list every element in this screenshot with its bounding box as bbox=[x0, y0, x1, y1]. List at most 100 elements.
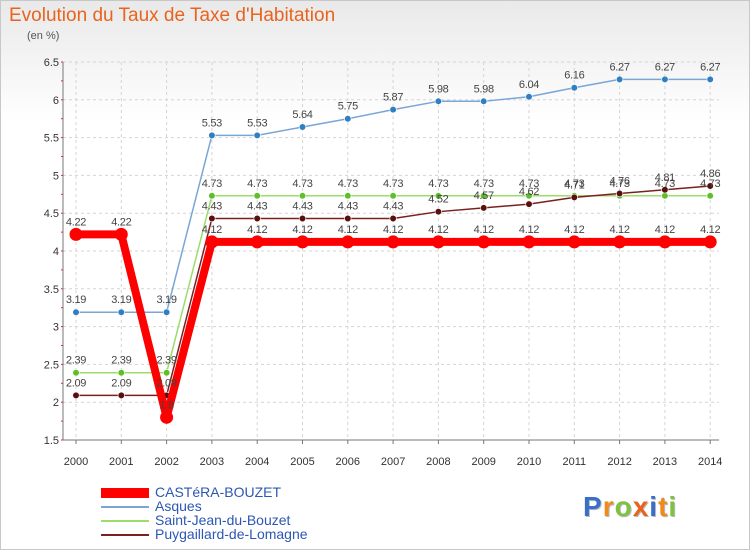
data-label-saint-jean-du-bouzet: 4.73 bbox=[202, 178, 222, 190]
data-point-cast-ra-bouzet bbox=[160, 410, 174, 424]
data-label-cast-ra-bouzet: 4.12 bbox=[564, 224, 584, 236]
data-label-asques: 3.19 bbox=[111, 294, 131, 306]
x-tick-label: 2012 bbox=[607, 456, 631, 468]
data-label-asques: 5.87 bbox=[383, 92, 403, 104]
data-point-cast-ra-bouzet bbox=[341, 235, 355, 249]
data-label-cast-ra-bouzet: 4.12 bbox=[247, 224, 267, 236]
data-point-cast-ra-bouzet bbox=[613, 235, 627, 249]
legend-item: Saint-Jean-du-Bouzet bbox=[101, 512, 361, 528]
data-point-puygaillard-de-lomagne bbox=[570, 193, 578, 201]
data-point-asques bbox=[298, 123, 307, 131]
data-label-cast-ra-bouzet: 4.12 bbox=[700, 224, 720, 236]
data-point-cast-ra-bouzet bbox=[205, 235, 219, 249]
y-tick-label: 5 bbox=[53, 170, 59, 182]
data-label-saint-jean-du-bouzet: 4.73 bbox=[247, 178, 267, 190]
data-point-asques bbox=[615, 75, 624, 83]
data-point-cast-ra-bouzet bbox=[477, 235, 491, 249]
chart-title: Evolution du Taux de Taxe d'Habitation bbox=[9, 5, 336, 26]
data-label-cast-ra-bouzet: 4.12 bbox=[655, 224, 675, 236]
data-point-asques bbox=[570, 84, 578, 92]
data-point-cast-ra-bouzet bbox=[658, 235, 672, 249]
data-label-cast-ra-bouzet: 4.12 bbox=[609, 224, 629, 236]
data-point-cast-ra-bouzet bbox=[567, 235, 581, 249]
data-label-cast-ra-bouzet: 4.12 bbox=[428, 224, 448, 236]
data-point-asques bbox=[117, 308, 125, 316]
data-label-saint-jean-du-bouzet: 2.39 bbox=[66, 355, 86, 367]
data-label-cast-ra-bouzet: 1.8 bbox=[159, 399, 174, 411]
data-point-asques bbox=[389, 106, 397, 114]
legend-label: Saint-Jean-du-Bouzet bbox=[155, 512, 291, 528]
data-point-puygaillard-de-lomagne bbox=[480, 204, 488, 212]
axes: 1.5 2 2.5 3 3.5 4 4.5 5 5.5 6 6.5 2000 2001 2002 2003 2… bbox=[44, 57, 723, 468]
data-point-saint-jean-du-bouzet bbox=[434, 192, 443, 200]
data-label-puygaillard-de-lomagne: 2.09 bbox=[156, 377, 176, 389]
data-label-cast-ra-bouzet: 4.12 bbox=[292, 224, 312, 236]
data-point-saint-jean-du-bouzet bbox=[389, 192, 397, 200]
data-point-cast-ra-bouzet bbox=[522, 235, 536, 249]
data-point-puygaillard-de-lomagne bbox=[615, 189, 624, 198]
data-point-saint-jean-du-bouzet bbox=[661, 192, 669, 200]
data-label-saint-jean-du-bouzet: 4.73 bbox=[292, 178, 312, 190]
data-point-saint-jean-du-bouzet bbox=[253, 192, 261, 200]
x-tick-label: 2005 bbox=[290, 456, 314, 468]
data-label-puygaillard-de-lomagne: 4.43 bbox=[202, 200, 222, 212]
data-label-asques: 5.53 bbox=[247, 117, 267, 129]
data-point-cast-ra-bouzet bbox=[114, 227, 128, 241]
data-point-puygaillard-de-lomagne bbox=[344, 214, 352, 223]
series-layer bbox=[69, 75, 717, 424]
logo-letter: x bbox=[632, 491, 650, 522]
data-label-saint-jean-du-bouzet: 4.73 bbox=[609, 178, 629, 190]
legend-swatch bbox=[101, 534, 149, 536]
data-label-puygaillard-de-lomagne: 2.09 bbox=[111, 377, 131, 389]
data-label-cast-ra-bouzet: 4.12 bbox=[338, 224, 358, 236]
data-point-puygaillard-de-lomagne bbox=[253, 214, 261, 223]
data-point-saint-jean-du-bouzet bbox=[525, 192, 533, 200]
data-label-saint-jean-du-bouzet: 2.39 bbox=[156, 355, 176, 367]
y-tick-label: 4 bbox=[53, 246, 59, 258]
data-point-asques bbox=[480, 97, 488, 105]
data-label-saint-jean-du-bouzet: 4.73 bbox=[428, 178, 448, 190]
data-point-saint-jean-du-bouzet bbox=[298, 192, 307, 200]
data-label-puygaillard-de-lomagne: 4.62 bbox=[519, 186, 539, 198]
data-label-asques: 3.19 bbox=[156, 294, 176, 306]
data-label-saint-jean-du-bouzet: 4.73 bbox=[519, 178, 539, 190]
data-point-saint-jean-du-bouzet bbox=[72, 369, 80, 377]
data-point-asques bbox=[72, 308, 80, 316]
data-label-asques: 5.75 bbox=[338, 101, 358, 113]
legend-item: CASTéRA-BOUZET bbox=[101, 484, 361, 500]
data-label-saint-jean-du-bouzet: 4.73 bbox=[383, 178, 403, 190]
data-label-puygaillard-de-lomagne: 4.86 bbox=[700, 168, 720, 180]
data-point-puygaillard-de-lomagne bbox=[208, 214, 216, 223]
y-tick-label: 6 bbox=[53, 95, 59, 107]
logo-letter: P bbox=[583, 491, 603, 522]
x-tick-label: 2013 bbox=[653, 456, 677, 468]
data-point-asques bbox=[706, 75, 714, 83]
y-tick-label: 2.5 bbox=[44, 359, 59, 371]
data-label-cast-ra-bouzet: 4.12 bbox=[519, 224, 539, 236]
data-label-cast-ra-bouzet: 4.22 bbox=[111, 216, 131, 228]
data-label-saint-jean-du-bouzet: 4.73 bbox=[474, 178, 494, 190]
legend-item: Asques bbox=[101, 498, 361, 514]
data-point-asques bbox=[208, 131, 216, 139]
data-label-asques: 6.16 bbox=[564, 70, 584, 82]
data-point-puygaillard-de-lomagne bbox=[706, 182, 714, 190]
data-point-saint-jean-du-bouzet bbox=[706, 192, 714, 200]
data-label-asques: 6.04 bbox=[519, 79, 539, 91]
data-point-saint-jean-du-bouzet bbox=[480, 192, 488, 200]
legend-swatch bbox=[101, 506, 149, 508]
data-label-puygaillard-de-lomagne: 4.43 bbox=[338, 200, 358, 212]
data-point-asques bbox=[344, 115, 352, 123]
proxiti-logo: Proxiti bbox=[583, 491, 677, 523]
data-point-puygaillard-de-lomagne bbox=[661, 186, 669, 194]
data-label-cast-ra-bouzet: 4.12 bbox=[474, 224, 494, 236]
data-label-puygaillard-de-lomagne: 4.81 bbox=[655, 172, 675, 184]
data-point-asques bbox=[525, 93, 533, 101]
data-point-asques bbox=[434, 97, 443, 105]
data-label-puygaillard-de-lomagne: 4.43 bbox=[383, 200, 403, 212]
data-label-asques: 6.27 bbox=[655, 61, 675, 73]
data-label-puygaillard-de-lomagne: 4.43 bbox=[292, 200, 312, 212]
data-point-puygaillard-de-lomagne bbox=[434, 208, 443, 216]
data-label-asques: 6.27 bbox=[609, 61, 629, 73]
x-tick-label: 2001 bbox=[109, 456, 133, 468]
